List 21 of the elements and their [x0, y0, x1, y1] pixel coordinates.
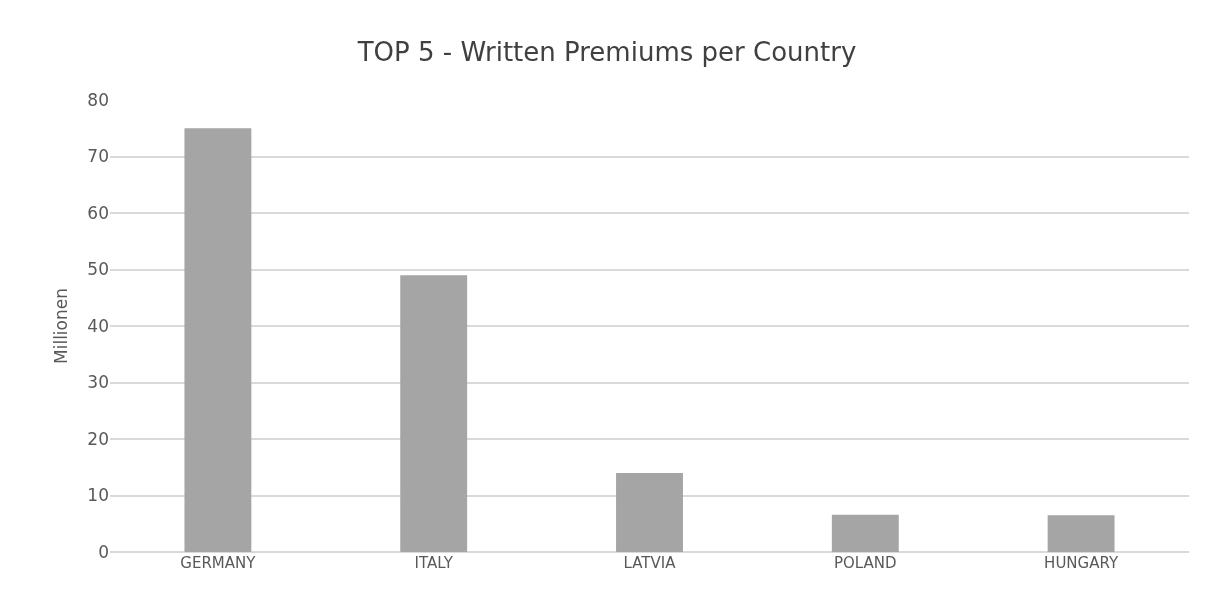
y-tick-label: 10 [87, 485, 109, 506]
y-tick-label: 70 [87, 146, 109, 167]
bar [184, 128, 252, 552]
x-tick-label: LATVIA [623, 554, 677, 572]
y-axis-title: Millionen [50, 288, 71, 364]
y-tick-label: 60 [87, 202, 109, 223]
bar [400, 275, 468, 552]
y-tick-label: 0 [98, 541, 109, 562]
y-tick-label: 20 [87, 428, 109, 449]
x-tick-label: HUNGARY [1044, 554, 1119, 572]
chart-title: TOP 5 - Written Premiums per Country [356, 36, 857, 67]
bar [616, 472, 683, 552]
y-tick-label: 50 [87, 259, 109, 280]
x-tick-label: GERMANY [180, 554, 257, 572]
bar [1047, 515, 1115, 552]
y-tick-label: 80 [87, 89, 109, 110]
bar [831, 514, 899, 552]
x-tick-label: POLAND [834, 554, 897, 572]
y-tick-label: 40 [87, 315, 109, 336]
y-tick-label: 30 [87, 372, 109, 393]
x-tick-label: ITALY [414, 554, 454, 572]
